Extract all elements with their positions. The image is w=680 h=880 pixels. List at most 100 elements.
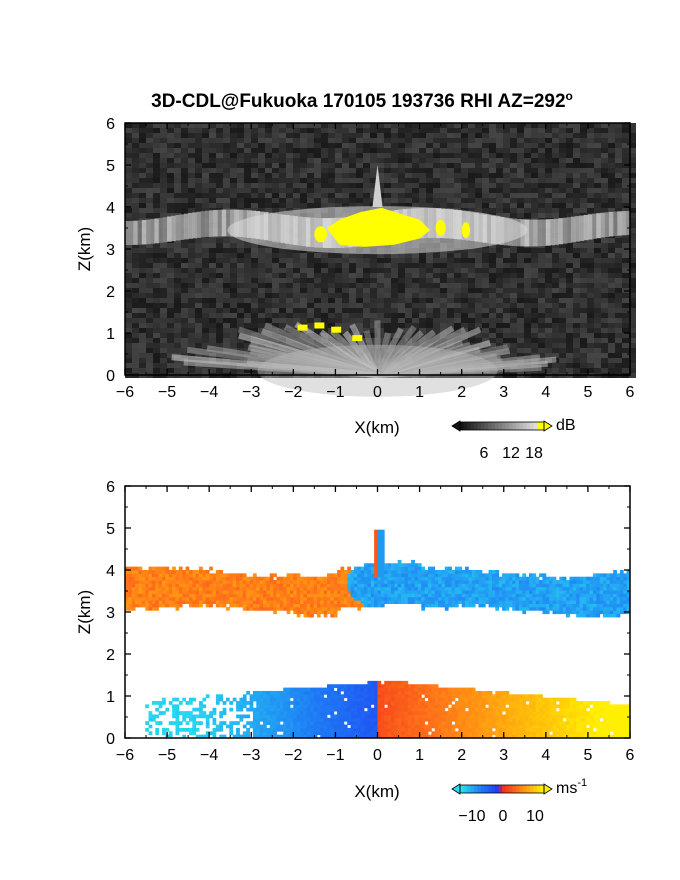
velocity-cell [158, 596, 163, 601]
reflectivity-noise-cell [272, 298, 279, 303]
reflectivity-noise-cell [433, 283, 440, 288]
reflectivity-noise-cell [363, 293, 370, 298]
velocity-cell [212, 721, 217, 725]
velocity-cell [162, 583, 166, 588]
reflectivity-noise-cell [524, 318, 531, 323]
reflectivity-noise-cell [391, 138, 398, 143]
reflectivity-noise-cell [272, 123, 279, 128]
velocity-cell [178, 727, 183, 732]
velocity-cell [151, 590, 156, 594]
reflectivity-noise-cell [405, 283, 412, 288]
velocity-cell [279, 727, 284, 732]
reflectivity-noise-cell [531, 133, 538, 138]
reflectivity-noise-cell [251, 303, 258, 308]
reflectivity-noise-cell [279, 203, 286, 208]
reflectivity-noise-cell [230, 248, 237, 253]
velocity-cell [125, 570, 129, 574]
reflectivity-noise-cell [391, 153, 398, 158]
reflectivity-noise-cell [181, 268, 188, 273]
reflectivity-noise-cell [293, 288, 300, 293]
reflectivity-noise-cell [433, 123, 440, 128]
velocity-cell [229, 583, 234, 588]
reflectivity-noise-cell [335, 173, 342, 178]
reflectivity-noise-cell [209, 338, 216, 343]
reflectivity-noise-cell [146, 343, 153, 348]
reflectivity-noise-cell [244, 343, 251, 348]
reflectivity-noise-cell [531, 178, 538, 183]
velocity-cell [246, 593, 250, 598]
velocity-cell [296, 576, 301, 581]
reflectivity-noise-cell [363, 268, 370, 273]
reflectivity-noise-cell [237, 303, 244, 308]
velocity-cell [266, 694, 271, 699]
reflectivity-noise-cell [293, 153, 300, 158]
reflectivity-noise-cell [174, 143, 181, 148]
reflectivity-noise-cell [545, 198, 552, 203]
velocity-cell [168, 590, 173, 594]
velocity-cell [286, 580, 291, 584]
reflectivity-noise-cell [510, 158, 517, 163]
reflectivity-noise-cell [209, 128, 216, 133]
reflectivity-noise-cell [265, 138, 272, 143]
reflectivity-noise-cell [608, 288, 615, 293]
reflectivity-noise-cell [573, 248, 580, 253]
reflectivity-noise-cell [244, 308, 251, 313]
reflectivity-noise-cell [125, 128, 132, 133]
reflectivity-noise-cell [146, 363, 153, 368]
reflectivity-noise-cell [468, 313, 475, 318]
velocity-cell [162, 596, 166, 601]
reflectivity-noise-cell [132, 123, 139, 128]
reflectivity-noise-cell [538, 163, 545, 168]
reflectivity-noise-cell [531, 253, 538, 258]
reflectivity-noise-cell [258, 183, 265, 188]
reflectivity-noise-cell [482, 178, 489, 183]
velocity-cell [300, 727, 304, 732]
velocity-cell [138, 573, 143, 578]
reflectivity-noise-cell [517, 203, 524, 208]
reflectivity-noise-cell [517, 208, 524, 213]
reflectivity-noise-cell [629, 268, 636, 273]
reflectivity-noise-cell [559, 258, 566, 263]
reflectivity-layer-cell [175, 215, 181, 241]
reflectivity-noise-cell [258, 283, 265, 288]
velocity-cell [148, 724, 153, 729]
reflectivity-noise-cell [517, 278, 524, 283]
reflectivity-noise-cell [629, 168, 636, 173]
reflectivity-colorbar-swatch [537, 422, 541, 430]
reflectivity-noise-cell [608, 338, 615, 343]
reflectivity-noise-cell [461, 143, 468, 148]
velocity-cell [232, 593, 237, 598]
velocity-cell [263, 576, 267, 581]
reflectivity-noise-cell [552, 133, 559, 138]
reflectivity-noise-cell [461, 173, 468, 178]
reflectivity-noise-cell [279, 248, 286, 253]
velocity-cell [195, 590, 200, 594]
reflectivity-noise-cell [258, 243, 265, 248]
reflectivity-noise-cell [265, 298, 272, 303]
reflectivity-noise-cell [342, 283, 349, 288]
velocity-cell [293, 707, 298, 712]
velocity-cell [273, 711, 277, 715]
reflectivity-noise-cell [356, 148, 363, 153]
velocity-cell [279, 697, 284, 702]
velocity-cell [283, 606, 287, 611]
reflectivity-noise-cell [356, 308, 363, 313]
reflectivity-noise-cell [622, 168, 629, 173]
reflectivity-noise-cell [587, 143, 594, 148]
reflectivity-noise-cell [391, 193, 398, 198]
reflectivity-noise-cell [342, 173, 349, 178]
reflectivity-noise-cell [398, 143, 405, 148]
reflectivity-noise-cell [265, 148, 272, 153]
reflectivity-noise-cell [531, 258, 538, 263]
reflectivity-noise-cell [426, 268, 433, 273]
reflectivity-noise-cell [237, 138, 244, 143]
velocity-cell [276, 704, 281, 709]
velocity-cell [148, 576, 153, 581]
reflectivity-noise-cell [524, 348, 531, 353]
reflectivity-noise-cell [251, 318, 258, 323]
reflectivity-layer-cell [541, 219, 547, 247]
reflectivity-noise-cell [174, 128, 181, 133]
reflectivity-noise-cell [167, 313, 174, 318]
reflectivity-noise-cell [174, 348, 181, 353]
reflectivity-noise-cell [629, 143, 636, 148]
